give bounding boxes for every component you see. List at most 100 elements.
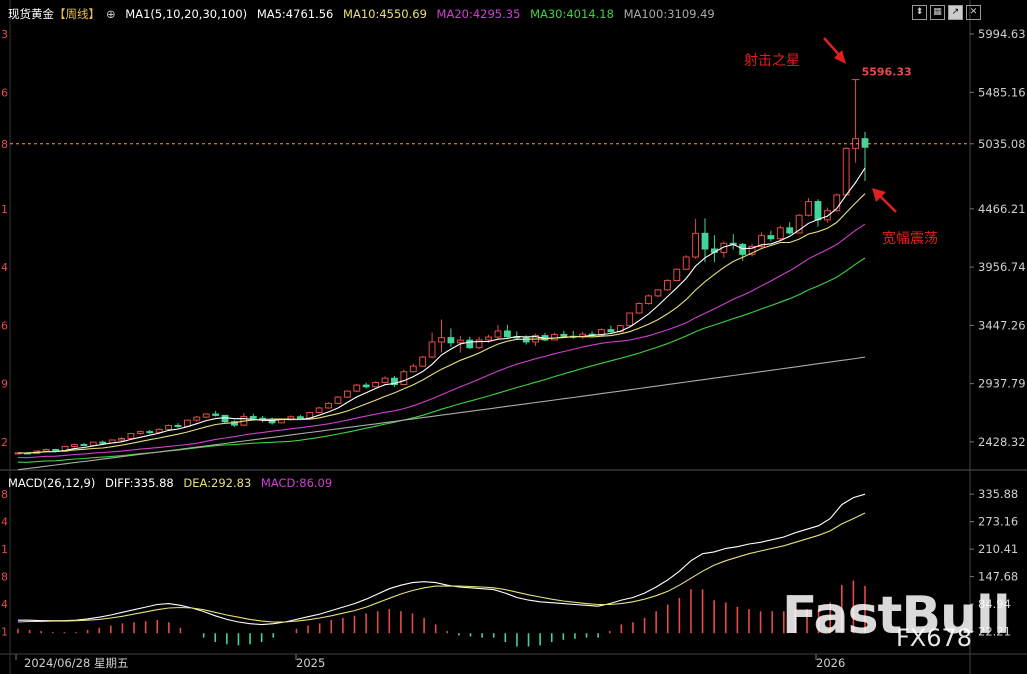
candle-up [842, 147, 850, 196]
peak-value-label: 5596.33 [862, 66, 912, 79]
ma20-value: MA20:4295.35 [436, 7, 521, 21]
candle-up [353, 384, 361, 392]
ma30-value: MA30:4014.18 [530, 7, 614, 21]
candle-down [99, 441, 107, 444]
candle-up [692, 232, 700, 258]
expand-icon[interactable]: ↗ [948, 5, 963, 20]
candle-up [343, 390, 351, 398]
candle-up [682, 256, 690, 270]
macd-dea-value: DEA:292.83 [183, 476, 252, 490]
move-up-icon[interactable]: ⬍ [912, 5, 927, 20]
brand-watermark: FastBull [782, 586, 1011, 646]
candle-up [456, 339, 464, 344]
candle-up [71, 444, 78, 448]
x-tick-label: 2026 [816, 656, 845, 670]
ma10-value: MA10:4550.69 [343, 7, 427, 21]
candle-down [212, 413, 220, 416]
candle-down [249, 416, 257, 419]
candle-up [155, 428, 163, 433]
grid-icon[interactable]: ▦ [930, 5, 945, 20]
candle-up [663, 279, 671, 291]
price-tick-label: 2937.79 [978, 377, 1026, 391]
instrument-name: 现货黄金 [8, 7, 54, 21]
x-tick-label: 2025 [296, 656, 325, 670]
price-tick-label: 3956.74 [978, 260, 1026, 274]
candle-down [786, 227, 794, 234]
candle-up [748, 245, 756, 255]
ma100-value: MA100:3109.49 [623, 7, 715, 21]
candle-up [202, 413, 210, 418]
candle-up [372, 381, 380, 388]
left-tick-label: 3 [1, 28, 8, 41]
price-tick-label: 3447.26 [978, 318, 1026, 332]
candle-up [626, 312, 634, 327]
candle-up [833, 194, 841, 212]
candle-up [136, 431, 144, 434]
ma5-value: MA5:4761.56 [256, 7, 334, 21]
main-chart-header: 现货黄金【周线】 ⊕ MA1(5,10,20,30,100) MA5:4761.5… [8, 6, 721, 22]
macd-header: MACD(26,12,9) DIFF:335.88 DEA:292.83 MAC… [8, 476, 338, 490]
macd-tick-label: 22.21 [978, 625, 1011, 639]
ma10-line [17, 193, 866, 454]
candle-up [758, 235, 765, 247]
macd-config-label[interactable]: MACD(26,12,9) [8, 476, 96, 490]
candle-up [61, 446, 69, 452]
left-tick-label: 8 [1, 138, 8, 151]
candle-down [146, 431, 154, 434]
macd-tick-label: 147.68 [978, 570, 1018, 584]
ma100-line [17, 356, 866, 471]
macd-left-tick-label: 8 [1, 571, 8, 584]
price-tick-label: 4466.21 [978, 202, 1026, 216]
sub-watermark: FX678 [896, 624, 973, 652]
candle-up [409, 365, 417, 373]
candle-up [805, 201, 812, 216]
x-tick-label: 2024/06/28 星期五 [24, 656, 128, 670]
left-tick-label: 9 [1, 378, 8, 391]
ma30-line [17, 257, 866, 463]
shooting-star-annotation: 射击之星 [744, 53, 800, 69]
candle-up [795, 214, 803, 234]
macd-left-tick-label: 1 [1, 543, 8, 556]
add-icon[interactable]: ⊕ [106, 7, 116, 21]
candle-up [598, 329, 605, 336]
macd-diff-line [18, 493, 866, 626]
candle-up [720, 242, 728, 253]
candle-down [391, 377, 398, 386]
candle-up [635, 303, 643, 314]
candle-down [814, 201, 822, 221]
price-tick-label: 5035.08 [978, 137, 1026, 151]
macd-dea-line [17, 512, 866, 623]
ma-config-label[interactable]: MA1(5,10,20,30,100) [125, 7, 248, 21]
candle-up [654, 289, 662, 297]
candle-down [767, 235, 775, 240]
candle-down [296, 416, 304, 420]
candle-up [428, 341, 436, 358]
left-tick-label: 6 [1, 86, 8, 99]
candle-up [315, 407, 323, 414]
candle-up [645, 295, 652, 305]
period-label[interactable]: 【周线】 [54, 7, 100, 21]
candle-down [447, 337, 455, 344]
close-icon[interactable]: ✕ [966, 5, 981, 20]
macd-left-tick-label: 8 [1, 488, 8, 501]
macd-tick-label: 273.16 [978, 515, 1018, 529]
candle-up [475, 339, 483, 349]
candle-down [739, 243, 747, 255]
candle-up [494, 330, 502, 338]
price-tick-label: 5994.63 [978, 27, 1026, 41]
macd-diff-value: DIFF:335.88 [105, 476, 174, 490]
candle-up [776, 227, 784, 240]
candle-up [127, 432, 135, 439]
candle-down [607, 329, 615, 333]
candle-down [80, 444, 88, 447]
candle-up [400, 371, 408, 386]
wide-swing-arrowhead [872, 188, 886, 202]
macd-tick-label: 210.41 [978, 542, 1018, 556]
candle-up [183, 419, 191, 427]
macd-left-tick-label: 1 [1, 626, 8, 639]
candle-up [165, 424, 172, 430]
candle-up [42, 448, 50, 452]
candle-up [823, 210, 831, 221]
price-tick-label: 2428.32 [978, 435, 1026, 449]
